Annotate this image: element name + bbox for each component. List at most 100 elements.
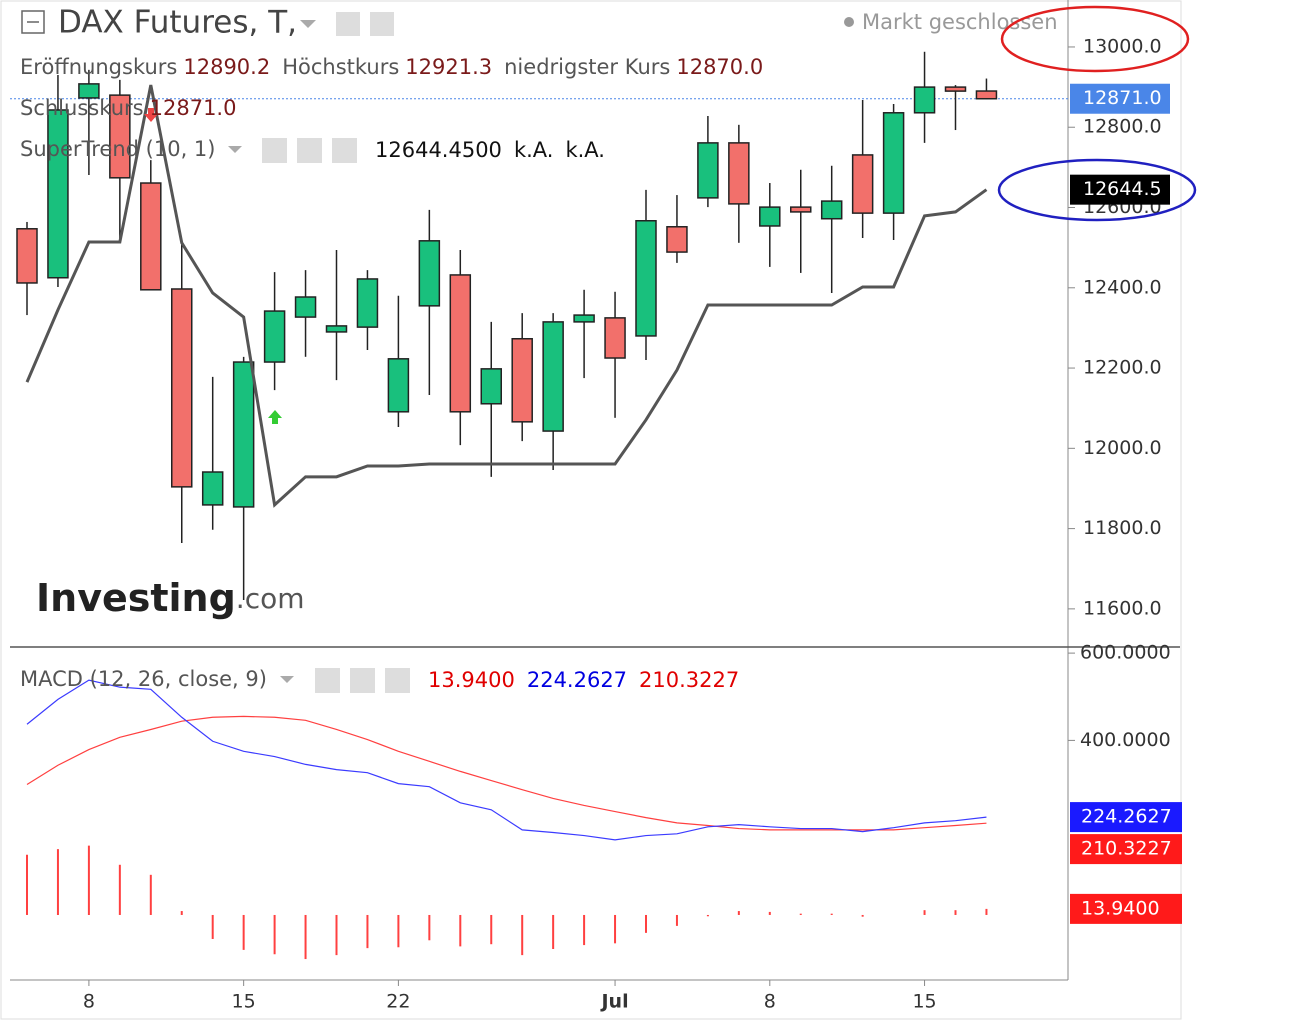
x-tick-label: 15 — [912, 991, 936, 1013]
y-tick-label: 12200.0 — [1083, 357, 1162, 379]
candle-body — [449, 274, 472, 413]
y-tick-label: 12400.0 — [1083, 276, 1162, 298]
candle-body — [263, 310, 286, 363]
x-tick-label: 22 — [386, 991, 410, 1013]
supertrend-label: 12644.5 — [1083, 178, 1162, 200]
y-tick-label: 600.0000 — [1080, 642, 1171, 664]
watermark-brand: Investing — [36, 576, 236, 620]
dropdown[interactable] — [280, 676, 294, 683]
candle-body — [387, 358, 410, 413]
macd-readout: 224.2627 — [527, 668, 627, 692]
candle-body — [604, 317, 626, 359]
settings-button[interactable] — [370, 12, 394, 36]
watermark: Investing.com — [36, 576, 305, 620]
candle-body — [418, 240, 441, 307]
buy-signal — [268, 410, 282, 424]
legend-label: Eröffnungskurs — [20, 55, 177, 79]
candle-body — [944, 86, 967, 92]
x-tick-label: 15 — [232, 991, 256, 1013]
header: DAX Futures, T, Markt geschlossen — [21, 5, 1058, 41]
candle-body — [16, 228, 38, 284]
value-label: 13.9400 — [1081, 897, 1160, 919]
candle-body — [975, 90, 998, 100]
candle-body — [47, 109, 69, 279]
candle-body — [325, 325, 348, 333]
indicator-button[interactable] — [262, 138, 287, 163]
candle-body — [820, 200, 843, 220]
eye-button[interactable] — [336, 12, 360, 36]
candle-body — [697, 142, 719, 199]
status-dot — [844, 17, 854, 27]
candle-body — [573, 314, 595, 323]
macd-line — [26, 679, 987, 841]
legend-label: Schlusskurs — [20, 96, 144, 120]
candle-body — [790, 206, 812, 213]
candle-body — [882, 112, 905, 214]
candle-body — [78, 83, 100, 99]
x-tick-label: 8 — [83, 991, 95, 1013]
sell-signal — [144, 108, 158, 122]
legend-value: 12890.2 — [183, 55, 270, 79]
ohlc-legend: Eröffnungskurs 12890.2 Höchstkurs 12921.3 ni… — [20, 55, 763, 79]
indicator-readout: k.A. — [565, 138, 605, 162]
frame — [0, 0, 1182, 1020]
candle-body — [851, 154, 874, 214]
candle-body — [728, 142, 750, 205]
legend-label: Höchstkurs — [282, 55, 399, 79]
candle-body — [913, 86, 936, 114]
value-box — [1070, 893, 1182, 924]
market-status: Markt geschlossen — [862, 10, 1058, 34]
candle-body — [294, 296, 317, 318]
macd-readout: 210.3227 — [639, 668, 739, 692]
macd-readout: 13.9400 — [428, 668, 515, 692]
indicator-button[interactable] — [297, 138, 322, 163]
value-label: 210.3227 — [1081, 838, 1172, 860]
x-tick-label: Jul — [599, 991, 628, 1013]
dropdown[interactable] — [228, 146, 242, 153]
macd-readouts: 13.9400 224.2627 210.3227 — [428, 668, 739, 692]
candle-body — [635, 220, 657, 337]
legend-value: 12921.3 — [405, 55, 492, 79]
last-price-label: 12871.0 — [1083, 87, 1162, 109]
indicator-button[interactable] — [385, 668, 410, 693]
ohlc-legend: Schlusskurs 12871.0 — [20, 96, 236, 120]
dropdown[interactable] — [300, 20, 316, 28]
y-tick-label: 13000.0 — [1083, 35, 1162, 57]
candle-body — [356, 278, 379, 328]
y-tick-label: 11800.0 — [1083, 517, 1162, 539]
collapse-button[interactable] — [21, 10, 45, 34]
y-tick-label: 400.0000 — [1080, 729, 1171, 751]
legend-value: 12870.0 — [676, 55, 763, 79]
indicator-readouts: 12644.4500 k.A. k.A. — [375, 138, 605, 162]
watermark-suffix: .com — [236, 582, 305, 615]
legend-label: niedrigster Kurs — [504, 55, 670, 79]
value-box — [1070, 834, 1182, 865]
annotation-circle — [997, 158, 1197, 222]
supertrend-line — [25, 84, 988, 508]
y-tick-label: 12000.0 — [1083, 437, 1162, 459]
x-tick-label: 8 — [764, 991, 776, 1013]
candle-body — [759, 206, 781, 227]
last-price-label-box — [1070, 83, 1170, 114]
indicator-button[interactable] — [315, 668, 340, 693]
indicator-title: SuperTrend (10, 1) — [20, 137, 216, 161]
candle-body — [666, 226, 688, 253]
indicator-readout: k.A. — [514, 138, 554, 162]
indicator-button[interactable] — [350, 668, 375, 693]
chart-title: DAX Futures, T, — [58, 5, 297, 41]
indicator-button[interactable] — [332, 138, 357, 163]
legend-value: 12871.0 — [150, 96, 237, 120]
candle-body — [201, 471, 224, 506]
candle-body — [232, 361, 255, 508]
candle-body — [171, 288, 193, 488]
y-tick-label: 11600.0 — [1083, 597, 1162, 619]
candle-body — [140, 182, 162, 291]
candle-body — [542, 321, 564, 432]
y-tick-label: 12800.0 — [1083, 116, 1162, 138]
value-label: 224.2627 — [1081, 806, 1172, 828]
value-box — [1070, 802, 1182, 833]
candle-body — [480, 368, 502, 405]
indicator-readout: 12644.4500 — [375, 138, 502, 162]
candle-body — [511, 338, 533, 423]
